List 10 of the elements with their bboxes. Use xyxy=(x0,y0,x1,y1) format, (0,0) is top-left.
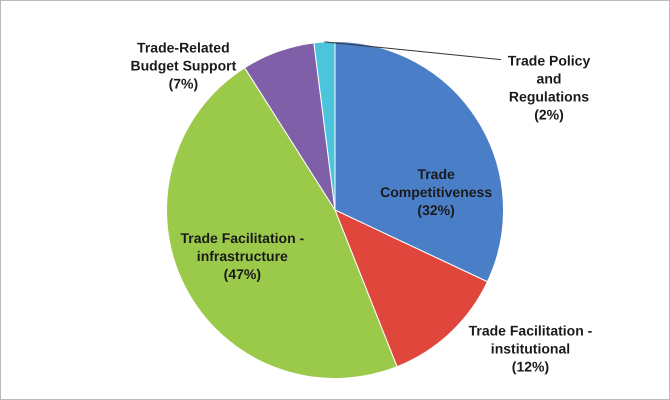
slice-label: Trade Policy and Regulations xyxy=(508,52,590,105)
data-label: (2%) xyxy=(534,106,564,123)
data-label: (47%) xyxy=(224,266,262,282)
data-label: (12%) xyxy=(512,358,550,375)
data-label: (32%) xyxy=(417,202,455,218)
data-label: (7%) xyxy=(168,76,198,92)
slice-label: Trade Facilitation - institutional xyxy=(468,322,593,357)
slice-label: Trade Facilitation - infrastructure xyxy=(180,230,304,264)
slice-label: Trade-Related Budget Support xyxy=(130,40,237,74)
slice-label: Trade Competitiveness xyxy=(380,166,492,200)
